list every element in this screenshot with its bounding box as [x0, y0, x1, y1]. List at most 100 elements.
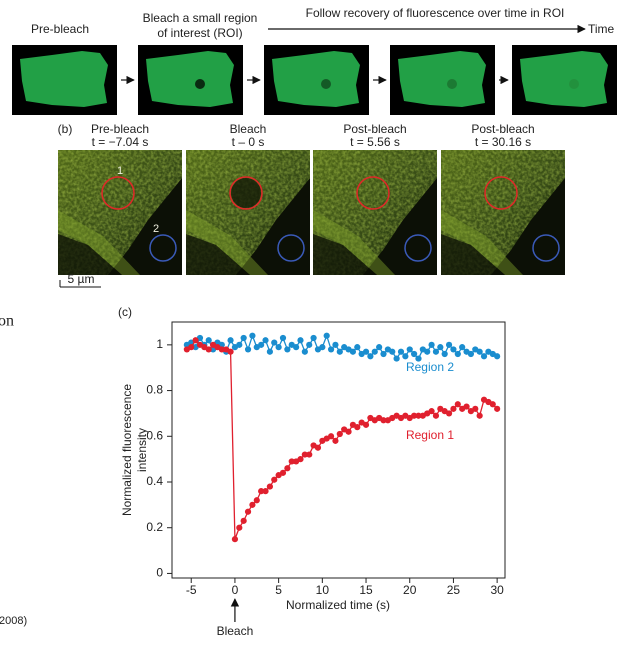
dark-region: [313, 234, 377, 275]
data-point: [266, 483, 273, 490]
y-tick-label: 0: [156, 566, 163, 580]
data-point: [476, 348, 483, 355]
y-tick-label: 0.8: [146, 383, 163, 397]
roi-label: 2: [153, 223, 159, 235]
data-point: [323, 332, 330, 339]
data-point: [227, 337, 234, 344]
time-label: Time: [588, 22, 615, 36]
bleach-spot: [569, 79, 579, 89]
image-time: t = −7.04 s: [92, 135, 149, 149]
cell-edge: [441, 210, 523, 275]
cell-region: [441, 150, 565, 275]
data-point: [218, 346, 225, 353]
data-point: [327, 346, 335, 353]
data-point: [362, 348, 370, 355]
x-tick-label: -5: [186, 583, 197, 597]
data-point: [441, 350, 448, 358]
data-point: [415, 412, 422, 419]
data-point: [463, 403, 470, 410]
data-point: [271, 476, 278, 483]
data-point: [262, 488, 269, 495]
data-point: [424, 348, 431, 355]
data-point: [411, 412, 418, 419]
roi-circle: [532, 234, 560, 262]
data-point: [240, 517, 247, 524]
data-point: [244, 346, 252, 353]
data-point: [332, 341, 339, 348]
cell-region: [186, 150, 310, 275]
data-point: [271, 339, 278, 346]
step-label: of interest (ROI): [157, 26, 242, 40]
data-point: [362, 421, 370, 428]
y-tick-label: 0.2: [146, 520, 163, 534]
data-point: [336, 348, 343, 355]
data-point: [336, 430, 343, 438]
data-point: [306, 451, 313, 458]
x-tick-label: 25: [447, 583, 461, 597]
data-point: [406, 346, 413, 353]
data-point: [454, 401, 461, 408]
y-tick-label: 0.6: [146, 428, 163, 442]
data-point: [310, 334, 317, 342]
y-tick-label: 1: [156, 337, 163, 351]
data-point: [480, 353, 488, 360]
image-title: Pre-bleach: [91, 122, 149, 136]
data-point: [284, 465, 291, 472]
cut-text: 2008): [0, 615, 27, 627]
roi-circle: [229, 176, 263, 210]
x-tick-label: 20: [403, 583, 417, 597]
cell-shape: [146, 51, 234, 107]
data-point: [367, 353, 374, 360]
data-point: [332, 437, 339, 444]
data-point: [262, 337, 269, 344]
data-point: [279, 334, 287, 342]
data-point: [293, 344, 300, 351]
data-point: [432, 348, 440, 355]
cell-region: [58, 150, 182, 275]
schematic-row: [12, 45, 617, 115]
data-point: [275, 344, 282, 351]
roi-circle: [484, 176, 518, 210]
data-point: [489, 401, 496, 408]
data-point: [306, 341, 313, 348]
data-point: [402, 353, 409, 360]
data-point: [266, 348, 273, 355]
data-point: [249, 501, 256, 508]
data-point: [445, 341, 453, 348]
data-point: [192, 337, 199, 344]
data-point: [415, 355, 422, 362]
data-point: [236, 524, 243, 531]
data-point: [236, 341, 243, 348]
cell-shape: [520, 51, 608, 107]
data-point: [432, 412, 440, 419]
data-point: [428, 408, 435, 415]
roi-circle: [404, 234, 432, 262]
panel-label: (c): [118, 305, 132, 319]
data-point: [437, 344, 444, 351]
data-point: [258, 488, 265, 495]
step-label: Bleach a small region: [143, 11, 258, 25]
data-point: [389, 348, 396, 355]
data-point: [227, 348, 234, 355]
data-point: [297, 337, 304, 344]
scale-bar-label: 5 µm: [68, 272, 95, 286]
y-axis-label: Normalized fluorescence: [120, 384, 134, 516]
bleached-roi: [231, 178, 261, 208]
data-point: [205, 337, 212, 344]
data-point: [380, 350, 387, 358]
image-title: Post-bleach: [343, 122, 406, 136]
cell-shape: [398, 51, 486, 107]
data-point: [428, 341, 435, 348]
step-label: Pre-bleach: [31, 22, 89, 36]
x-axis-label: Normalized time (s): [286, 598, 390, 612]
data-point: [454, 350, 461, 358]
cell-region: [313, 150, 437, 275]
data-point: [319, 344, 326, 351]
data-point: [476, 412, 483, 419]
data-point: [472, 405, 479, 412]
series-label: Region 1: [406, 428, 454, 442]
x-tick-label: 30: [490, 583, 504, 597]
bleach-spot: [447, 79, 457, 89]
data-point: [301, 348, 308, 355]
